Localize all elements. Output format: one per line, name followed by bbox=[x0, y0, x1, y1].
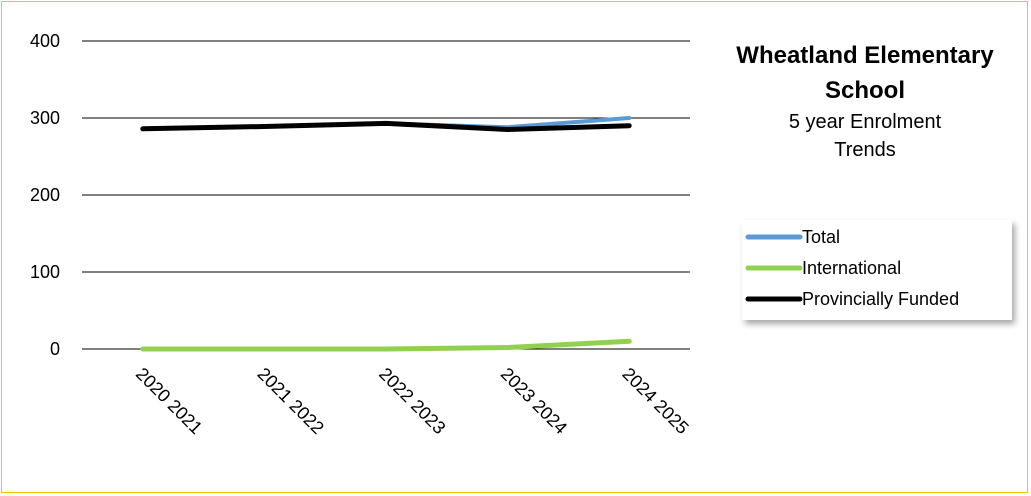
y-tick-label: 100 bbox=[30, 262, 60, 282]
series-lines bbox=[140, 116, 632, 352]
x-axis-ticks: 2020 2021 2021 2022 2022 2023 2023 2024 2024… bbox=[132, 364, 693, 438]
series-line-international bbox=[140, 338, 632, 352]
x-tick-label: 2023 2024 bbox=[497, 364, 571, 438]
x-tick-label: 2024 2025 bbox=[618, 364, 692, 438]
series-line-provincially-funded bbox=[140, 120, 632, 132]
x-tick-label: 2021 2022 bbox=[254, 364, 328, 438]
y-tick-label: 300 bbox=[30, 108, 60, 128]
chart-title-block: Wheatland Elementary School 5 year Enrol… bbox=[690, 38, 1031, 164]
chart-title-line-1: Wheatland Elementary bbox=[736, 42, 994, 69]
y-axis-ticks: 0 100 200 300 400 bbox=[30, 31, 60, 359]
legend-label: Provincially Funded bbox=[802, 289, 959, 309]
chart-subtitle-line-2: Trends bbox=[834, 139, 896, 161]
legend-label: Total bbox=[802, 227, 840, 247]
chart-subtitle-line-1: 5 year Enrolment bbox=[788, 111, 942, 133]
x-tick-label: 2022 2023 bbox=[375, 364, 449, 438]
legend-label: International bbox=[802, 258, 901, 278]
y-tick-label: 400 bbox=[30, 31, 60, 51]
legend: Total International Provincially Funded bbox=[742, 220, 1012, 320]
x-tick-label: 2020 2021 bbox=[132, 364, 206, 438]
gridlines bbox=[82, 40, 690, 350]
chart-title-line-2: School bbox=[824, 77, 905, 104]
y-tick-label: 200 bbox=[30, 185, 60, 205]
y-tick-label: 0 bbox=[50, 339, 60, 359]
